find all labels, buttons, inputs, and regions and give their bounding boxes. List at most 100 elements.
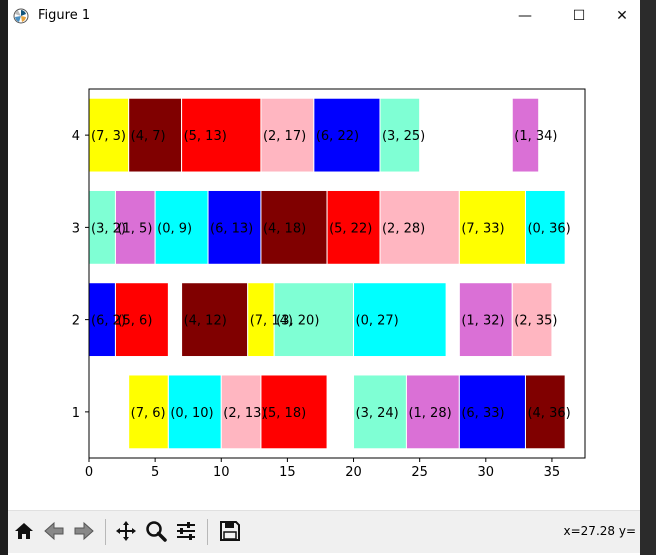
toolbar-separator <box>207 519 208 545</box>
y-tick-label: 3 <box>72 221 80 236</box>
bar-label: (6, 33) <box>461 406 504 421</box>
bar-label: (1, 28) <box>408 406 451 421</box>
x-tick-label: 20 <box>345 465 362 480</box>
x-tick-label: 25 <box>411 465 428 480</box>
bar-label: (0, 27) <box>356 314 399 329</box>
gantt-bar <box>458 374 526 450</box>
forward-button[interactable] <box>70 517 98 545</box>
figure-canvas[interactable]: (7, 3) (4, 7) (5, 13) (2, 17) (6, 22) (3, 25)… <box>8 32 640 510</box>
maximize-button[interactable]: ☐ <box>556 0 602 32</box>
maximize-icon: ☐ <box>572 8 586 24</box>
gantt-bar <box>353 282 447 358</box>
bar-label: (0, 10) <box>170 406 213 421</box>
bar-label: (7, 33) <box>461 221 504 236</box>
gantt-bar <box>405 374 460 450</box>
bar-label: (6, 22) <box>316 129 359 144</box>
gantt-bar <box>524 189 566 265</box>
bar-label: (2, 13) <box>223 406 266 421</box>
bar-label: (5, 6) <box>117 314 152 329</box>
bar-label: (7, 6) <box>131 406 166 421</box>
gantt-bar <box>353 374 407 450</box>
home-button[interactable] <box>10 517 38 545</box>
bar-label: (1, 5) <box>117 221 152 236</box>
gantt-bar <box>154 189 209 265</box>
zoom-button[interactable] <box>142 517 170 545</box>
bar-label: (5, 18) <box>263 406 306 421</box>
bar-label: (3, 20) <box>276 314 319 329</box>
gantt-bar <box>326 189 381 265</box>
configure-subplots-icon <box>177 522 195 540</box>
bar-label: (7, 14) <box>250 314 293 329</box>
bar-label: (5, 22) <box>329 221 372 236</box>
bar-label: (2, 17) <box>263 129 306 144</box>
gantt-bar <box>181 97 262 173</box>
x-tick-label: 30 <box>478 465 495 480</box>
bar-label: (4, 12) <box>184 314 227 329</box>
back-button[interactable] <box>40 517 68 545</box>
axes-frame <box>88 88 586 459</box>
gantt-bar <box>128 97 183 173</box>
gantt-bar <box>167 374 222 450</box>
gantt-bar <box>88 282 116 358</box>
bar-label: (1, 32) <box>461 314 504 329</box>
gantt-chart[interactable]: (7, 3) (4, 7) (5, 13) (2, 17) (6, 22) (3, 25)… <box>8 32 640 510</box>
gantt-bar <box>114 282 169 358</box>
configure-subplots-button[interactable] <box>172 517 200 545</box>
gantt-bar <box>128 374 169 450</box>
gantt-bar <box>511 97 540 173</box>
bar-label: (3, 24) <box>356 406 399 421</box>
navigation-toolbar: x=27.28 y= <box>8 510 640 553</box>
matplotlib-logo-icon <box>13 8 29 24</box>
back-icon <box>44 521 64 541</box>
gantt-bar <box>207 189 262 265</box>
bar-label: (6, 2) <box>91 314 126 329</box>
bar-label: (0, 36) <box>527 221 570 236</box>
window-title: Figure 1 <box>38 8 91 23</box>
background-window-left <box>0 0 8 555</box>
bar-label: (3, 2) <box>91 221 126 236</box>
title-bar: Figure 1 — ☐ ✕ <box>0 0 640 32</box>
gantt-bar <box>458 189 526 265</box>
pan-button[interactable] <box>112 517 140 545</box>
gantt-bar <box>511 282 553 358</box>
bar-label: (4, 18) <box>263 221 306 236</box>
toolbar-separator <box>105 519 106 545</box>
gantt-bar <box>181 282 249 358</box>
gantt-bar <box>88 97 130 173</box>
x-tick-label: 15 <box>279 465 296 480</box>
gantt-bar <box>458 282 513 358</box>
bar-label: (5, 13) <box>184 129 227 144</box>
bar-label: (4, 36) <box>527 406 570 421</box>
close-icon: ✕ <box>616 8 628 24</box>
save-button[interactable] <box>216 517 244 545</box>
home-icon <box>15 523 33 539</box>
bar-label: (3, 25) <box>382 129 425 144</box>
bar-label: (1, 34) <box>514 129 557 144</box>
bar-label: (6, 13) <box>210 221 253 236</box>
bar-label: (2, 28) <box>382 221 425 236</box>
zoom-icon <box>146 521 167 542</box>
bar-label: (4, 7) <box>131 129 166 144</box>
x-tick-label: 0 <box>85 465 93 480</box>
gantt-bar <box>379 97 421 173</box>
x-tick-label: 5 <box>151 465 159 480</box>
y-tick-label: 1 <box>72 406 80 421</box>
minimize-button[interactable]: — <box>502 0 548 32</box>
bar-label: (2, 35) <box>514 314 557 329</box>
gantt-bar <box>260 374 328 450</box>
gantt-bar <box>273 282 355 358</box>
x-tick-label: 35 <box>544 465 561 480</box>
gantt-bar <box>524 374 566 450</box>
save-icon <box>220 521 240 541</box>
gantt-bar <box>313 97 381 173</box>
gantt-bar <box>260 189 328 265</box>
y-tick-label: 4 <box>72 129 80 144</box>
forward-icon <box>74 521 94 541</box>
gantt-bar <box>260 97 315 173</box>
cursor-coordinates: x=27.28 y= <box>563 524 636 538</box>
minimize-icon: — <box>518 8 532 24</box>
gantt-bar <box>114 189 156 265</box>
close-button[interactable]: ✕ <box>602 0 642 32</box>
background-window-right <box>640 0 656 555</box>
y-tick-label: 2 <box>72 314 80 329</box>
